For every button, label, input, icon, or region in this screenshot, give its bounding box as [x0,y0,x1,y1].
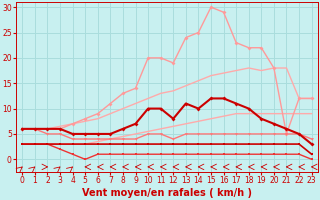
X-axis label: Vent moyen/en rafales ( km/h ): Vent moyen/en rafales ( km/h ) [82,188,252,198]
